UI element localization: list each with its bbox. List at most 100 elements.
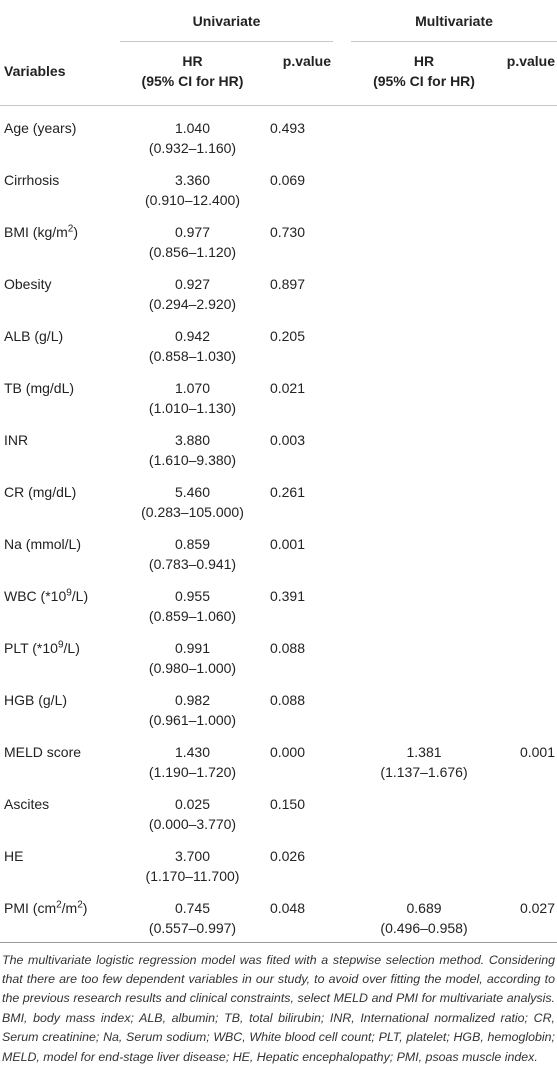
multivariate-hr: 1.381 (1.137–1.676) — [380, 744, 468, 780]
multivariate-hr — [351, 106, 497, 159]
multivariate-hr — [351, 678, 497, 730]
multivariate-header: Multivariate — [351, 0, 557, 42]
univariate-pvalue: 0.730 — [269, 224, 306, 240]
multivariate-pvalue — [497, 210, 557, 262]
multivariate-pvalue — [497, 262, 557, 314]
column-gap — [333, 522, 351, 574]
table-row: PMI (cm2/m2) 0.745 (0.557–0.997) 0.048 0.689… — [0, 886, 557, 942]
table-row: CR (mg/dL) 5.460 (0.283–105.000) 0.261 — [0, 470, 557, 522]
multivariate-hr — [351, 470, 497, 522]
multivariate-pvalue — [497, 366, 557, 418]
column-gap — [333, 314, 351, 366]
column-gap — [333, 574, 351, 626]
table-row: Cirrhosis 3.360 (0.910–12.400) 0.069 — [0, 158, 557, 210]
variable-name: WBC (*109/L) — [4, 587, 89, 604]
variable-name: Obesity — [4, 276, 52, 292]
multivariate-pvalue — [497, 314, 557, 366]
table-row: BMI (kg/m2) 0.977 (0.856–1.120) 0.730 — [0, 210, 557, 262]
multivariate-hr — [351, 262, 497, 314]
variable-name: TB (mg/dL) — [4, 380, 75, 396]
table-row: Age (years) 1.040 (0.932–1.160) 0.493 — [0, 106, 557, 159]
univariate-hr: 0.991 (0.980–1.000) — [148, 640, 237, 676]
table-row: PLT (*109/L) 0.991 (0.980–1.000) 0.088 — [0, 626, 557, 678]
univariate-pvalue: 0.003 — [269, 432, 306, 448]
univariate-hr: 1.430 (1.190–1.720) — [148, 744, 237, 780]
variable-name: HGB (g/L) — [4, 692, 68, 708]
variable-name: Ascites — [4, 796, 50, 812]
variables-header: Variables — [4, 62, 66, 79]
multivariate-hr — [351, 782, 497, 834]
table-body: Age (years) 1.040 (0.932–1.160) 0.493 Cirrho… — [0, 106, 557, 942]
multivariate-pvalue — [497, 782, 557, 834]
variable-name: Age (years) — [4, 120, 77, 136]
table-row: TB (mg/dL) 1.070 (1.010–1.130) 0.021 — [0, 366, 557, 418]
univariate-pvalue: 0.150 — [269, 796, 306, 812]
univariate-pvalue: 0.069 — [269, 172, 306, 188]
univariate-hr: 1.070 (1.010–1.130) — [148, 380, 237, 416]
multivariate-pvalue — [497, 626, 557, 678]
table-row: HE 3.700 (1.170–11.700) 0.026 — [0, 834, 557, 886]
univariate-pvalue: 0.048 — [269, 900, 306, 916]
univariate-hr: 0.025 (0.000–3.770) — [148, 796, 237, 832]
multivariate-pvalue-header: p.value — [506, 53, 556, 69]
variable-name: PMI (cm2/m2) — [4, 899, 88, 916]
column-gap — [333, 106, 351, 159]
column-gap — [333, 626, 351, 678]
univariate-pvalue: 0.897 — [269, 276, 306, 292]
univariate-pvalue: 0.205 — [269, 328, 306, 344]
variable-name: ALB (g/L) — [4, 328, 64, 344]
variable-name: PLT (*109/L) — [4, 639, 80, 656]
multivariate-hr — [351, 314, 497, 366]
multivariate-hr — [351, 366, 497, 418]
regression-table: Univariate Multivariate Variables HR (95… — [0, 0, 557, 942]
multivariate-pvalue — [497, 470, 557, 522]
table-row: HGB (g/L) 0.982 (0.961–1.000) 0.088 — [0, 678, 557, 730]
table-row: MELD score 1.430 (1.190–1.720) 0.000 1.381 (1… — [0, 730, 557, 782]
variable-name: Cirrhosis — [4, 172, 60, 188]
multivariate-pvalue — [497, 522, 557, 574]
univariate-hr: 5.460 (0.283–105.000) — [141, 484, 244, 520]
column-gap — [333, 470, 351, 522]
univariate-hr: 0.859 (0.783–0.941) — [148, 536, 237, 572]
column-gap — [333, 418, 351, 470]
univariate-hr: 0.982 (0.961–1.000) — [148, 692, 237, 728]
column-gap — [333, 834, 351, 886]
multivariate-hr — [351, 210, 497, 262]
univariate-hr: 1.040 (0.932–1.160) — [148, 120, 237, 156]
univariate-hr: 0.977 (0.856–1.120) — [148, 224, 237, 260]
variable-name: BMI (kg/m2) — [4, 223, 79, 240]
table-row: Obesity 0.927 (0.294–2.920) 0.897 — [0, 262, 557, 314]
column-gap — [333, 678, 351, 730]
univariate-hr: 0.927 (0.294–2.920) — [148, 276, 237, 312]
multivariate-hr — [351, 626, 497, 678]
univariate-pvalue: 0.261 — [269, 484, 306, 500]
univariate-pvalue: 0.088 — [269, 640, 306, 656]
group-header-row: Univariate Multivariate — [0, 0, 557, 42]
column-gap — [333, 782, 351, 834]
variable-name: INR — [4, 432, 29, 448]
column-gap — [333, 730, 351, 782]
table-row: ALB (g/L) 0.942 (0.858–1.030) 0.205 — [0, 314, 557, 366]
table-footnote: The multivariate logistic regression mod… — [2, 952, 555, 1064]
univariate-hr: 0.942 (0.858–1.030) — [148, 328, 237, 364]
univariate-pvalue-header: p.value — [282, 53, 332, 69]
multivariate-hr: 0.689 (0.496–0.958) — [380, 900, 468, 936]
multivariate-hr — [351, 574, 497, 626]
univariate-pvalue: 0.088 — [269, 692, 306, 708]
multivariate-hr — [351, 158, 497, 210]
univariate-pvalue: 0.391 — [269, 588, 306, 604]
multivariate-hr-header: HR (95% CI for HR) — [373, 53, 475, 89]
multivariate-pvalue — [497, 418, 557, 470]
univariate-header: Univariate — [120, 0, 334, 42]
multivariate-hr — [351, 522, 497, 574]
table-row: Na (mmol/L) 0.859 (0.783–0.941) 0.001 — [0, 522, 557, 574]
variable-name: MELD score — [4, 744, 82, 760]
column-gap — [333, 210, 351, 262]
univariate-pvalue: 0.021 — [269, 380, 306, 396]
multivariate-pvalue — [497, 834, 557, 886]
multivariate-pvalue — [497, 158, 557, 210]
variable-name: CR (mg/dL) — [4, 484, 77, 500]
univariate-hr: 3.700 (1.170–11.700) — [145, 848, 240, 884]
multivariate-pvalue: 0.001 — [519, 744, 556, 760]
univariate-pvalue: 0.493 — [269, 120, 306, 136]
